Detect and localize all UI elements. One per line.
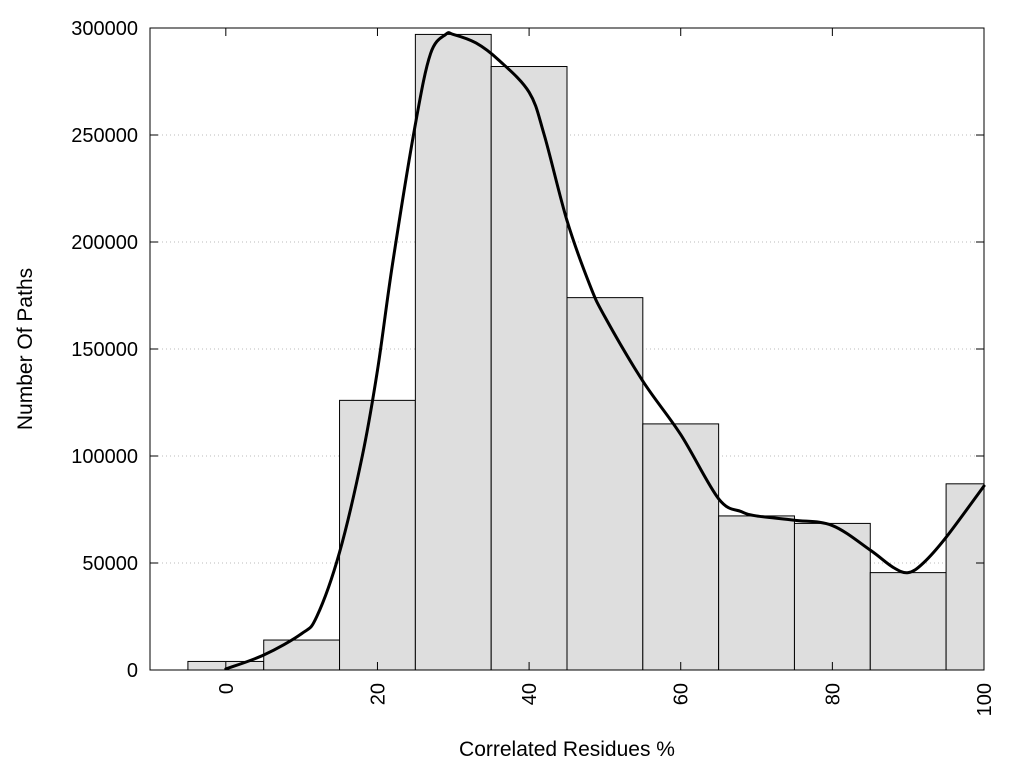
histogram-bar-2 [339,399,416,671]
histogram-bar-8 [793,522,871,671]
y-tick-label-3: 150000 [71,339,138,361]
density-curve [224,31,986,671]
density-curve-layer [224,31,986,671]
x-tick-label-3: 60 [671,683,693,705]
histogram-bar-1 [263,639,341,671]
x-tick-label-1: 20 [367,683,389,705]
y-tick-label-5: 250000 [71,125,138,147]
histogram-bar-10 [945,483,985,671]
histogram-bar-3 [414,33,492,671]
y-tick-label-4: 200000 [71,232,138,254]
histogram-bars [187,33,985,671]
histogram-bar-6 [642,423,720,671]
x-axis-ticks: 0 20 40 60 80 100 [216,28,996,716]
x-tick-label-5: 100 [974,683,996,716]
histogram-bar-5 [566,297,644,671]
y-tick-label-1: 50000 [82,553,138,575]
y-tick-label-6: 300000 [71,18,138,40]
y-tick-label-0: 0 [127,660,138,682]
histogram-bar-7 [718,515,795,671]
y-axis-title: Number Of Paths [14,268,37,430]
x-tick-label-4: 80 [822,683,844,705]
y-tick-label-2: 100000 [71,446,138,468]
x-tick-label-0: 0 [216,683,238,694]
y-axis-ticks: 0 50000 100000 150000 200000 250000 300000 [71,18,984,682]
x-tick-label-2: 40 [519,683,541,705]
x-axis-title: Correlated Residues % [459,738,675,761]
histogram-bar-9 [869,572,947,671]
histogram-bar-4 [490,66,568,671]
